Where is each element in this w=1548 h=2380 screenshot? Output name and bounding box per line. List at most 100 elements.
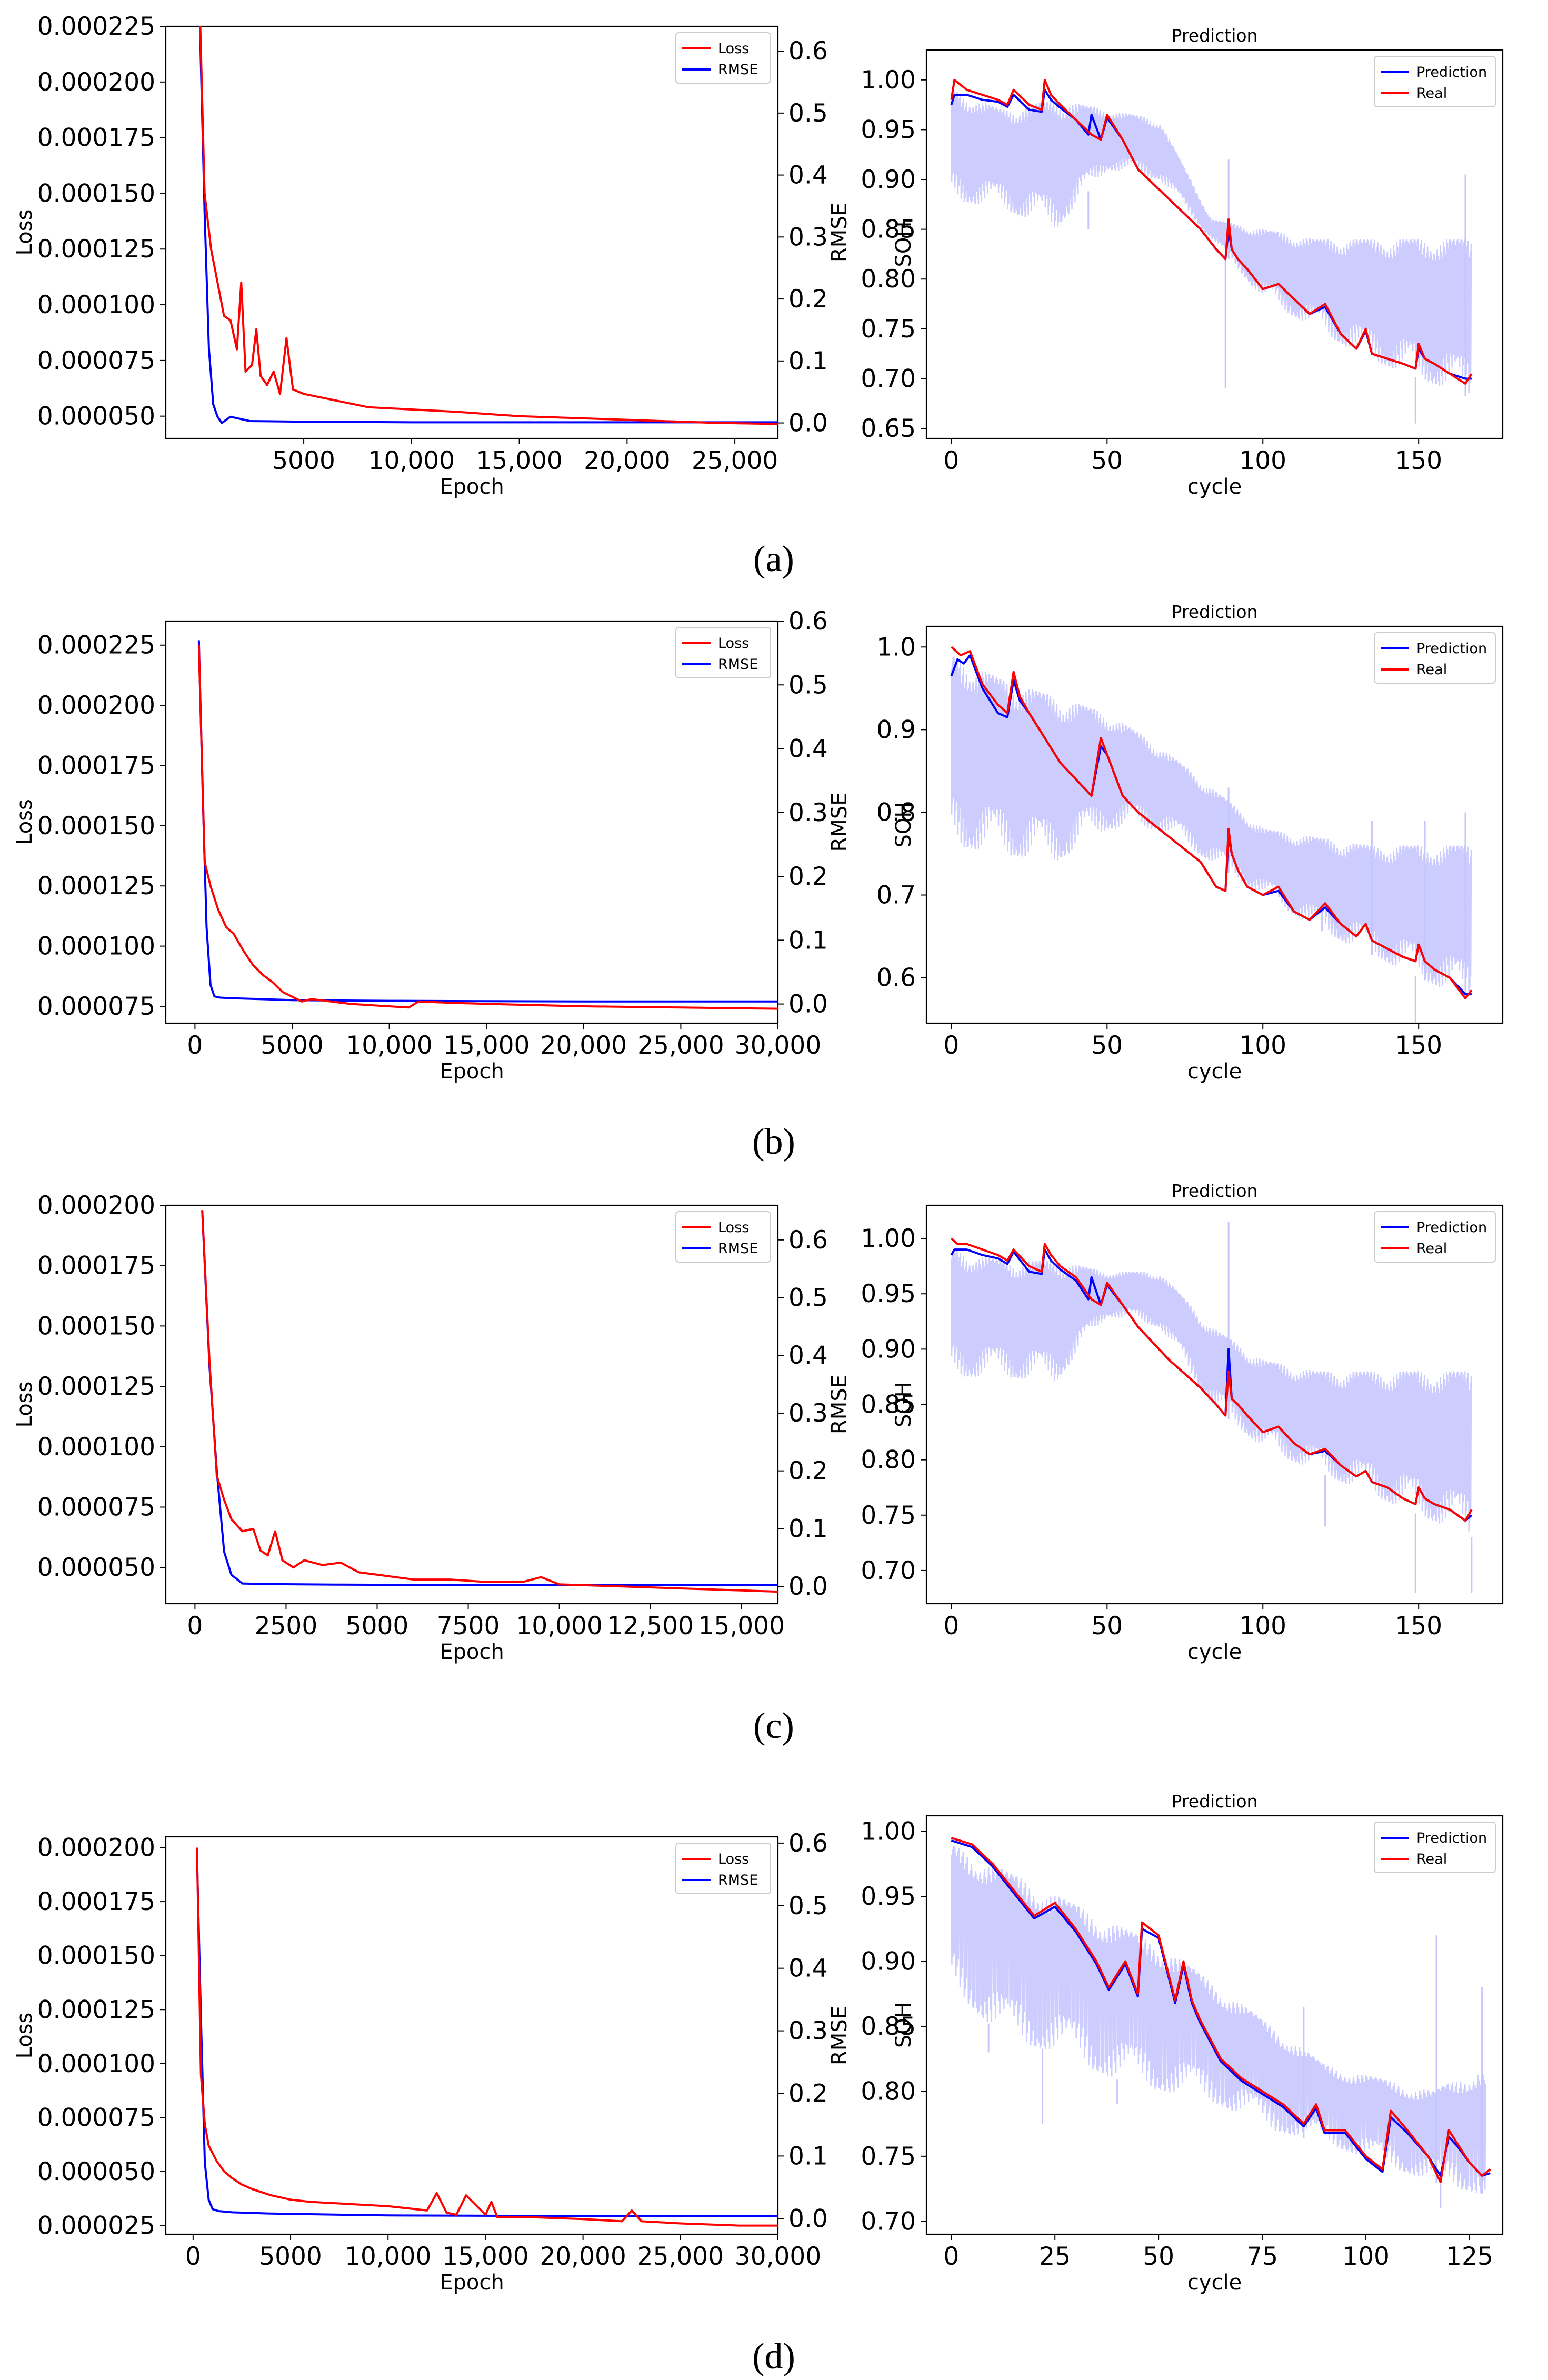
panel-b-training-y2tick-label: 0.4 xyxy=(788,735,828,764)
panel-b-training-xtick-label: 15,000 xyxy=(443,1031,530,1060)
panel-b-prediction-chart-title: Prediction xyxy=(1172,602,1258,622)
panel-d-training-y2tick-label: 0.5 xyxy=(788,1892,828,1921)
panel-a-training-xtick-label: 10,000 xyxy=(368,446,455,475)
panel-d-prediction-xtick-label: 25 xyxy=(1039,2242,1071,2271)
panel-a-training-xtick-label: 5000 xyxy=(272,446,335,475)
panel-d-training-x-axis-label: Epoch xyxy=(440,2271,504,2295)
panel-c-prediction-chart-title: Prediction xyxy=(1172,1181,1258,1201)
panel-c-training-y2tick-label: 0.6 xyxy=(788,1226,828,1255)
panel-a-training-ytick-label: 0.000075 xyxy=(37,346,155,375)
panel-a-training-xtick-label: 25,000 xyxy=(692,446,778,475)
panel-c-training-xtick-label: 2500 xyxy=(255,1612,318,1641)
panel-a-training-y2tick-label: 0.4 xyxy=(788,161,828,190)
panel-c-prediction-xtick-label: 0 xyxy=(943,1612,959,1641)
panel-d-prediction-real-series-line xyxy=(951,1837,1491,2184)
panel-c-training-x-axis-label: Epoch xyxy=(440,1640,504,1664)
panel-c-training-xtick-label: 10,000 xyxy=(516,1612,602,1641)
panel-d-prediction-y-axis-label: SOH xyxy=(892,2002,916,2048)
panel-a-training-y-axis-label: Loss xyxy=(13,209,37,256)
panel-d-training-ytick-label: 0.000125 xyxy=(37,1995,155,2024)
panel-c-training-y2-axis-label: RMSE xyxy=(827,1375,852,1434)
panel-b-training-ytick-label: 0.000150 xyxy=(37,812,155,841)
panel-b-prediction-y-axis-label: SOH xyxy=(892,802,916,848)
panel-a-prediction-ytick-label: 0.85 xyxy=(861,215,916,244)
panel-b-prediction-ytick-label: 0.8 xyxy=(876,798,916,827)
panel-c-training-xtick-label: 5000 xyxy=(346,1612,409,1641)
panel-c-training-legend-label-loss: Loss xyxy=(718,1219,749,1236)
panel-a-prediction-chart-title: Prediction xyxy=(1172,25,1258,46)
panel-d-training-legend-label-rmse: RMSE xyxy=(718,1872,758,1888)
caption-b: (b) xyxy=(752,1122,795,1162)
panel-d-training-ytick-label: 0.000150 xyxy=(37,1942,155,1971)
panel-d-prediction-xtick-label: 0 xyxy=(943,2242,959,2271)
panel-a-training-ytick-label: 0.000050 xyxy=(37,402,155,431)
panel-b-training-x-axis-label: Epoch xyxy=(440,1059,504,1084)
caption-c: (c) xyxy=(753,1706,794,1746)
panel-b-training-y2tick-label: 0.3 xyxy=(788,798,828,827)
panel-c-training-y2tick-label: 0.0 xyxy=(788,1572,828,1601)
panel-d-prediction-ytick-label: 0.80 xyxy=(861,2077,916,2106)
panel-d-training-y2tick-label: 0.6 xyxy=(788,1829,828,1858)
panel-b-training-xtick-label: 25,000 xyxy=(637,1031,724,1060)
panel-b-prediction-legend-label-prediction: Prediction xyxy=(1416,641,1487,657)
panel-d-training-y2-axis-label: RMSE xyxy=(827,2006,852,2065)
panel-d-prediction-ytick-label: 0.70 xyxy=(861,2207,916,2236)
panel-a-prediction-legend-label-real: Real xyxy=(1416,85,1447,102)
panel-b-training-rmse-series-line xyxy=(197,640,778,1003)
panel-d-training-loss-series-line xyxy=(196,1847,778,2227)
panel-a-training-y2tick-label: 0.6 xyxy=(788,37,828,66)
panel-c-training-xtick-label: 7500 xyxy=(437,1612,500,1641)
panel-c-prediction-ytick-label: 0.95 xyxy=(861,1279,916,1308)
panel-c-training-xtick-label: 15,000 xyxy=(698,1612,785,1641)
panel-b-prediction-real-series-line xyxy=(951,646,1473,999)
panel-a-training-xtick-label: 20,000 xyxy=(584,446,670,475)
panel-a-prediction-xtick-label: 50 xyxy=(1091,446,1123,475)
panel-a-prediction-prediction-spread xyxy=(951,91,1472,393)
panel-d-training-y-axis-label: Loss xyxy=(13,2013,37,2059)
panel-c-prediction-ytick-label: 0.80 xyxy=(861,1446,916,1475)
panel-a-training-plot-frame xyxy=(165,25,779,439)
panel-b-prediction-ytick-label: 0.7 xyxy=(876,881,916,910)
panel-d-training-xtick-label: 30,000 xyxy=(735,2242,821,2271)
panel-c-training-legend: Loss RMSE xyxy=(675,1211,771,1263)
panel-c-training-y2tick-label: 0.3 xyxy=(788,1399,828,1428)
panel-b-prediction-xtick-label: 100 xyxy=(1239,1031,1286,1060)
panel-d-prediction-legend-label-prediction: Prediction xyxy=(1416,1830,1487,1846)
panel-d-training-ytick-label: 0.000050 xyxy=(37,2157,155,2186)
panel-d-prediction-xtick-label: 75 xyxy=(1246,2242,1278,2271)
panel-d-prediction-chart-title: Prediction xyxy=(1172,1791,1258,1812)
panel-d-training-xtick-label: 15,000 xyxy=(442,2242,528,2271)
panel-d-prediction-xtick-label: 50 xyxy=(1143,2242,1174,2271)
panel-a-training-x-axis-label: Epoch xyxy=(440,475,504,499)
panel-a-prediction-real-series-line xyxy=(950,78,1473,385)
panel-d-training-xtick-label: 10,000 xyxy=(345,2242,431,2271)
panel-b-prediction-xtick-label: 150 xyxy=(1395,1031,1442,1060)
panel-c-training-y2tick-label: 0.2 xyxy=(788,1457,828,1486)
panel-a-prediction-ytick-label: 0.75 xyxy=(861,315,916,344)
panel-b-training-xtick-label: 5000 xyxy=(261,1031,324,1060)
panel-d-prediction-legend-label-real: Real xyxy=(1416,1851,1447,1867)
panel-a-training-ytick-label: 0.000225 xyxy=(37,12,155,41)
panel-a-prediction-plot-frame xyxy=(925,49,1504,439)
panel-c-prediction-ytick-label: 0.70 xyxy=(861,1556,916,1585)
panel-d-training-y2tick-label: 0.0 xyxy=(788,2204,828,2233)
panel-a-training-xtick-label: 15,000 xyxy=(476,446,562,475)
panel-c-training-ytick-label: 0.000050 xyxy=(37,1553,155,1582)
panel-d-training-y2tick-label: 0.3 xyxy=(788,2017,828,2046)
panel-c-prediction-xtick-label: 150 xyxy=(1395,1612,1442,1641)
panel-d-prediction-prediction-spread xyxy=(951,1846,1486,2193)
panel-c-prediction-real-series-line xyxy=(951,1237,1473,1522)
panel-b-training-y2tick-label: 0.2 xyxy=(788,862,828,891)
panel-c-training-xtick-label: 0 xyxy=(187,1612,203,1641)
panel-d-training-xtick-label: 25,000 xyxy=(637,2242,724,2271)
panel-b-prediction-ytick-label: 0.6 xyxy=(876,964,916,993)
panel-a-prediction-legend-label-prediction: Prediction xyxy=(1416,64,1487,81)
panel-a-training-y2tick-label: 0.3 xyxy=(788,223,828,252)
panel-d-prediction-ytick-label: 0.90 xyxy=(861,1947,916,1976)
panel-a-training-loss-series-line xyxy=(199,26,778,425)
panel-b-training-y2tick-label: 0.1 xyxy=(788,926,828,955)
panel-b-training-xtick-label: 0 xyxy=(187,1031,203,1060)
panel-c-training-ytick-label: 0.000075 xyxy=(37,1493,155,1522)
panel-c-training-rmse-series-line xyxy=(201,1211,778,1586)
panel-d-training-ytick-label: 0.000025 xyxy=(37,2212,155,2241)
